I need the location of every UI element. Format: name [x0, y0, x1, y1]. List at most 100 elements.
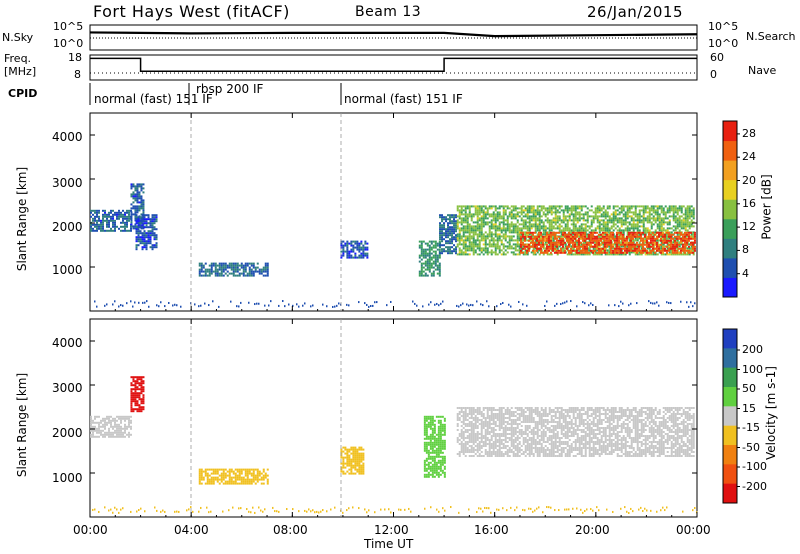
power-cell-3 — [216, 268, 219, 271]
power-cell-0 — [94, 223, 96, 226]
power-cell-2 — [149, 236, 152, 239]
velocity-cell-2 — [250, 468, 253, 471]
velocity-cell-3 — [358, 446, 361, 449]
power-cell-7 — [558, 229, 561, 232]
power-cell-7 — [562, 213, 565, 216]
power-cell-8 — [641, 231, 644, 234]
power-cell-7 — [468, 207, 471, 210]
power-cell-7 — [578, 229, 581, 232]
power-ground-cell — [376, 301, 378, 304]
power-cell-7 — [686, 235, 689, 238]
power-cell-7 — [626, 207, 629, 210]
power-cell-7 — [544, 227, 547, 230]
power-cell-0 — [122, 229, 124, 232]
power-cell-7 — [578, 235, 581, 238]
power-cell-7 — [458, 227, 461, 230]
power-ground-cell — [546, 300, 548, 303]
power-cell-7 — [488, 233, 491, 236]
power-cell-7 — [672, 217, 675, 220]
velocity-cell-4 — [425, 449, 428, 452]
velocity-cell-4 — [429, 439, 432, 442]
power-cell-6 — [439, 224, 442, 227]
velocity-cell-3 — [354, 458, 357, 461]
power-cell-7 — [468, 247, 471, 250]
velocity-cell-2 — [210, 472, 213, 475]
power-cell-2 — [143, 216, 146, 219]
power-cell-7 — [494, 235, 497, 238]
velocity-cell-0 — [112, 417, 114, 420]
velocity-cell-2 — [246, 474, 249, 477]
velocity-cell-1 — [134, 376, 137, 379]
velocity-cell-2 — [204, 470, 207, 473]
power-cell-8 — [549, 241, 552, 244]
power-cell-7 — [478, 213, 481, 216]
power-cell-8 — [629, 245, 632, 248]
power-cell-7 — [644, 205, 647, 208]
power-cell-6 — [451, 238, 454, 241]
power-ground-cell — [358, 301, 360, 304]
power-cell-3 — [234, 268, 237, 271]
power-cell-7 — [620, 217, 623, 220]
velocity-cell-0 — [106, 433, 108, 436]
power-cell-8 — [685, 237, 688, 240]
power-cell-7 — [644, 211, 647, 214]
power-cell-8 — [527, 249, 530, 252]
power-cell-7 — [526, 213, 529, 216]
power-cell-8 — [649, 241, 652, 244]
velocity-cell-5 — [466, 413, 469, 415]
power-cell-8 — [573, 241, 576, 244]
velocity-cell-4 — [429, 461, 432, 464]
power-cell-7 — [470, 235, 473, 238]
power-ground-cell — [390, 300, 392, 303]
power-cell-7 — [620, 223, 623, 226]
power-cell-1 — [132, 191, 135, 194]
power-cell-7 — [548, 223, 551, 226]
power-cell-7 — [554, 215, 557, 218]
power-cell-8 — [673, 241, 676, 244]
power-cell-5 — [424, 252, 427, 255]
power-cell-7 — [674, 229, 677, 232]
power-cell-6 — [455, 228, 458, 231]
velocity-cell-5 — [468, 425, 471, 427]
velocity-cell-2 — [222, 474, 225, 477]
power-cell-7 — [462, 213, 465, 216]
power-cell-0 — [124, 229, 126, 232]
power-cell-7 — [516, 245, 519, 248]
velocity-cell-5 — [470, 409, 473, 411]
power-cell-0 — [100, 221, 102, 224]
power-cell-0 — [94, 229, 96, 232]
power-cell-7 — [472, 233, 475, 236]
velocity-cell-5 — [472, 455, 475, 457]
power-cell-6 — [441, 236, 444, 239]
velocity-cell-2 — [252, 480, 255, 483]
power-cell-7 — [460, 221, 463, 224]
power-cell-1 — [138, 197, 141, 200]
power-cell-7 — [466, 231, 469, 234]
power-cell-0 — [104, 215, 106, 218]
power-cell-2 — [135, 248, 138, 251]
power-cell-8 — [521, 241, 524, 244]
power-cell-8 — [675, 241, 678, 244]
velocity-cell-0 — [128, 425, 130, 428]
power-cell-6 — [441, 244, 444, 247]
power-cell-7 — [512, 215, 515, 218]
power-cell-0 — [94, 219, 96, 222]
velocity-cell-3 — [342, 464, 345, 467]
power-cell-7 — [468, 245, 471, 248]
power-cell-7 — [492, 241, 495, 244]
velocity-cell-2 — [210, 476, 213, 479]
power-cell-5 — [426, 266, 429, 269]
power-cell-7 — [586, 253, 589, 256]
power-cell-8 — [589, 239, 592, 242]
power-cell-8 — [533, 235, 536, 238]
power-cell-7 — [528, 221, 531, 224]
velocity-cell-2 — [238, 474, 241, 477]
power-cell-2 — [155, 234, 158, 237]
velocity-cell-0 — [94, 429, 96, 432]
power-cell-0 — [126, 229, 128, 232]
velocity-cell-4 — [443, 455, 446, 458]
velocity-cell-2 — [210, 482, 213, 485]
power-ground-cell — [470, 303, 472, 306]
power-cell-8 — [681, 249, 684, 252]
velocity-cell-5 — [464, 451, 467, 453]
